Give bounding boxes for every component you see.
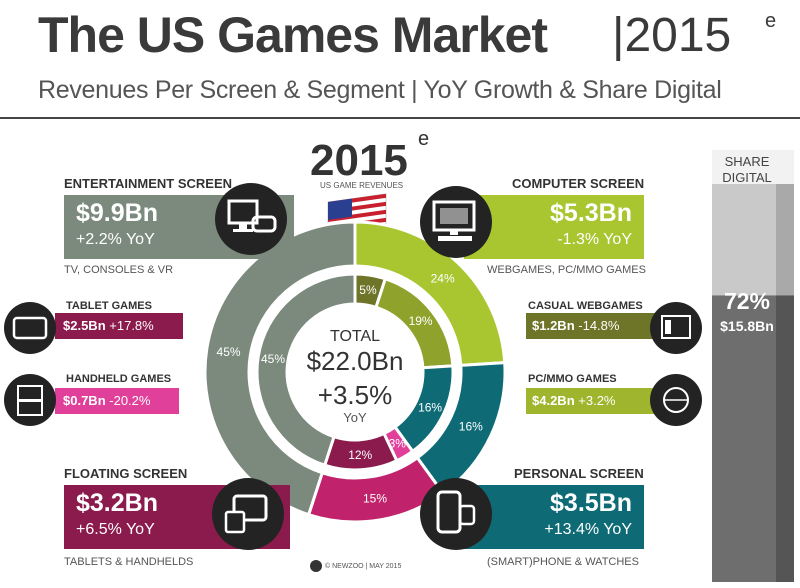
footer-text: © NEWZOO | MAY 2015	[325, 562, 402, 570]
share-digital-percent: 72%	[723, 288, 771, 314]
inner-label-1: 19%	[409, 314, 433, 328]
handheld-console-icon	[4, 374, 56, 426]
entertainment-yoy: +2.2% YoY	[76, 231, 155, 248]
inner-label-4: 12%	[348, 448, 372, 462]
casual-title: CASUAL WEBGAMES	[528, 300, 643, 312]
computer-title: COMPUTER SCREEN	[512, 176, 645, 191]
total-value: $22.0Bn	[306, 346, 404, 376]
outer-label-0: 24%	[431, 272, 455, 286]
total-growth: +3.5%	[317, 380, 393, 410]
title-year: |2015	[612, 8, 731, 63]
handheld-yoy: -20.2%	[109, 393, 151, 408]
tablet-handheld-icon	[212, 478, 284, 550]
entertainment-title: ENTERTAINMENT SCREEN	[64, 176, 233, 191]
total-label: TOTAL	[329, 328, 381, 345]
pcmmo-yoy: +3.2%	[578, 393, 616, 408]
center-caption: US GAME REVENUES	[320, 181, 404, 190]
header-divider	[0, 117, 800, 119]
tv-vr-icon	[215, 183, 287, 255]
floating-title: FLOATING SCREEN	[64, 466, 188, 481]
title-divider: |	[612, 9, 625, 62]
personal-title: PERSONAL SCREEN	[514, 466, 644, 481]
handheld-value: $0.7Bn	[63, 393, 106, 408]
floating-yoy: +6.5% YoY	[76, 521, 155, 538]
share-title-line2: DIGITAL	[722, 170, 772, 185]
social-web-icon	[650, 302, 702, 354]
computer-yoy: -1.3% YoY	[557, 231, 632, 248]
outer-label-2: 15%	[363, 491, 387, 505]
share-title-line1: SHARE	[724, 154, 770, 169]
inner-label-2: 16%	[418, 400, 442, 414]
title-year-superscript: e	[765, 10, 777, 32]
newzoo-logo-icon	[310, 560, 322, 572]
casual-yoy: -14.8%	[578, 318, 620, 333]
computer-sub: WEBGAMES, PC/MMO GAMES	[487, 264, 646, 276]
phone-watch-icon	[420, 478, 492, 550]
outer-slice-entertainment-screen	[203, 220, 357, 517]
share-digital-value: $15.8Bn	[720, 318, 774, 334]
center-year-superscript: e	[418, 128, 430, 150]
personal-value: $3.5Bn	[550, 489, 632, 517]
personal-sub: (SMART)PHONE & WATCHES	[487, 556, 639, 568]
tablet-icon	[4, 302, 56, 354]
pcmmo-title: PC/MMO GAMES	[528, 373, 617, 385]
tablet-bar: $2.5Bn +17.8%	[55, 313, 183, 339]
center-year: 2015	[310, 136, 408, 185]
pcmmo-value: $4.2Bn	[532, 393, 575, 408]
outer-label-1: 16%	[459, 419, 483, 433]
inner-label-5: 45%	[261, 352, 285, 366]
title-year-value: 2015	[624, 9, 732, 62]
casual-bar: $1.2Bn -14.8%	[526, 313, 658, 339]
casual-value: $1.2Bn	[532, 318, 575, 333]
tablet-title: TABLET GAMES	[66, 300, 152, 312]
tablet-value: $2.5Bn	[63, 318, 106, 333]
page-title: The US Games Market	[38, 7, 548, 63]
outer-label-3: 45%	[217, 345, 241, 359]
computer-value: $5.3Bn	[550, 199, 632, 227]
tablet-yoy: +17.8%	[109, 318, 154, 333]
entertainment-value: $9.9Bn	[76, 199, 158, 227]
footer-credit: © NEWZOO | MAY 2015	[310, 560, 401, 572]
floating-sub: TABLETS & HANDHELDS	[64, 556, 194, 568]
computer-panel: $5.3Bn -1.3% YoY	[464, 195, 644, 259]
pcmmo-bar: $4.2Bn +3.2%	[526, 388, 658, 414]
floating-value: $3.2Bn	[76, 489, 158, 517]
computer-icon	[420, 186, 492, 258]
handheld-title: HANDHELD GAMES	[66, 373, 172, 385]
inner-label-0: 5%	[359, 283, 377, 297]
share-digital-bar	[712, 150, 794, 582]
mmo-globe-icon	[650, 374, 702, 426]
inner-label-3: 3%	[389, 436, 407, 450]
handheld-bar: $0.7Bn -20.2%	[55, 388, 179, 414]
entertainment-sub: TV, CONSOLES & VR	[64, 264, 174, 276]
inner-slice-entertainment-screen	[255, 272, 357, 468]
share-digital-title: SHARE DIGITAL	[712, 154, 782, 186]
total-growth-label: YoY	[343, 410, 367, 425]
personal-yoy: +13.4% YoY	[544, 521, 632, 538]
page-subtitle: Revenues Per Screen & Segment | YoY Grow…	[38, 76, 722, 104]
